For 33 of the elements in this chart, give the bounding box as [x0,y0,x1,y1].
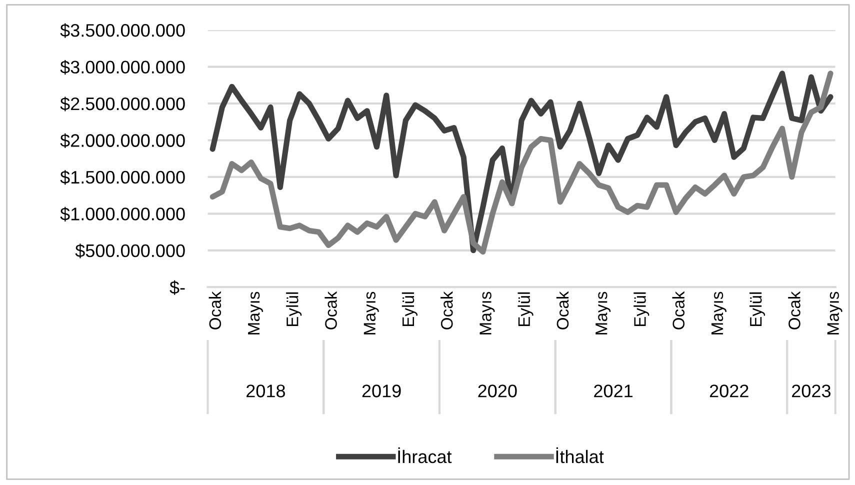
x-tick-label: Ocak [672,291,685,330]
x-tick-label: Eylül [286,292,302,326]
x-tick-label: Ocak [208,291,222,330]
x-tick-label: Mayıs [596,292,611,334]
text: 2019 [362,384,401,398]
x-tick-label: Eylül [518,292,534,326]
x-tick-label: Ocak [556,291,569,330]
y-tick-label: $1.000.000.000 [60,206,185,222]
text: 2023 [792,384,830,398]
y-tick-label: $2.500.000.000 [60,96,185,112]
y-tick-label: $2.000.000.000 [60,133,185,148]
legend-label: İhracat [398,447,452,464]
text: 2021 [594,384,632,398]
y-tick-label: $3.500.000.000 [60,23,185,38]
text: 2020 [478,384,517,398]
text: 2018 [246,384,285,398]
legend-label: İthalat [556,447,604,464]
x-tick-label: Mayıs [364,292,379,334]
text: 2022 [710,384,748,398]
x-tick-label: Mayıs [248,292,263,334]
x-tick-label: Mayıs [480,292,495,334]
x-tick-label: Ocak [788,291,800,330]
x-tick-label: Ocak [440,291,453,330]
x-tick-label: Eylül [750,292,766,326]
x-tick-label: Mayıs [827,292,842,334]
x-tick-label: Eylül [402,292,418,326]
y-tick-label: $500.000.000 [75,244,185,258]
x-tick-label: Eylül [634,292,650,326]
x-tick-label: Mayıs [711,292,726,334]
x-tick-label: Ocak [324,291,337,330]
y-tick-label: $3.000.000.000 [60,60,185,75]
y-tick-label: $- [170,280,185,295]
y-tick-label: $1.500.000.000 [60,170,185,185]
